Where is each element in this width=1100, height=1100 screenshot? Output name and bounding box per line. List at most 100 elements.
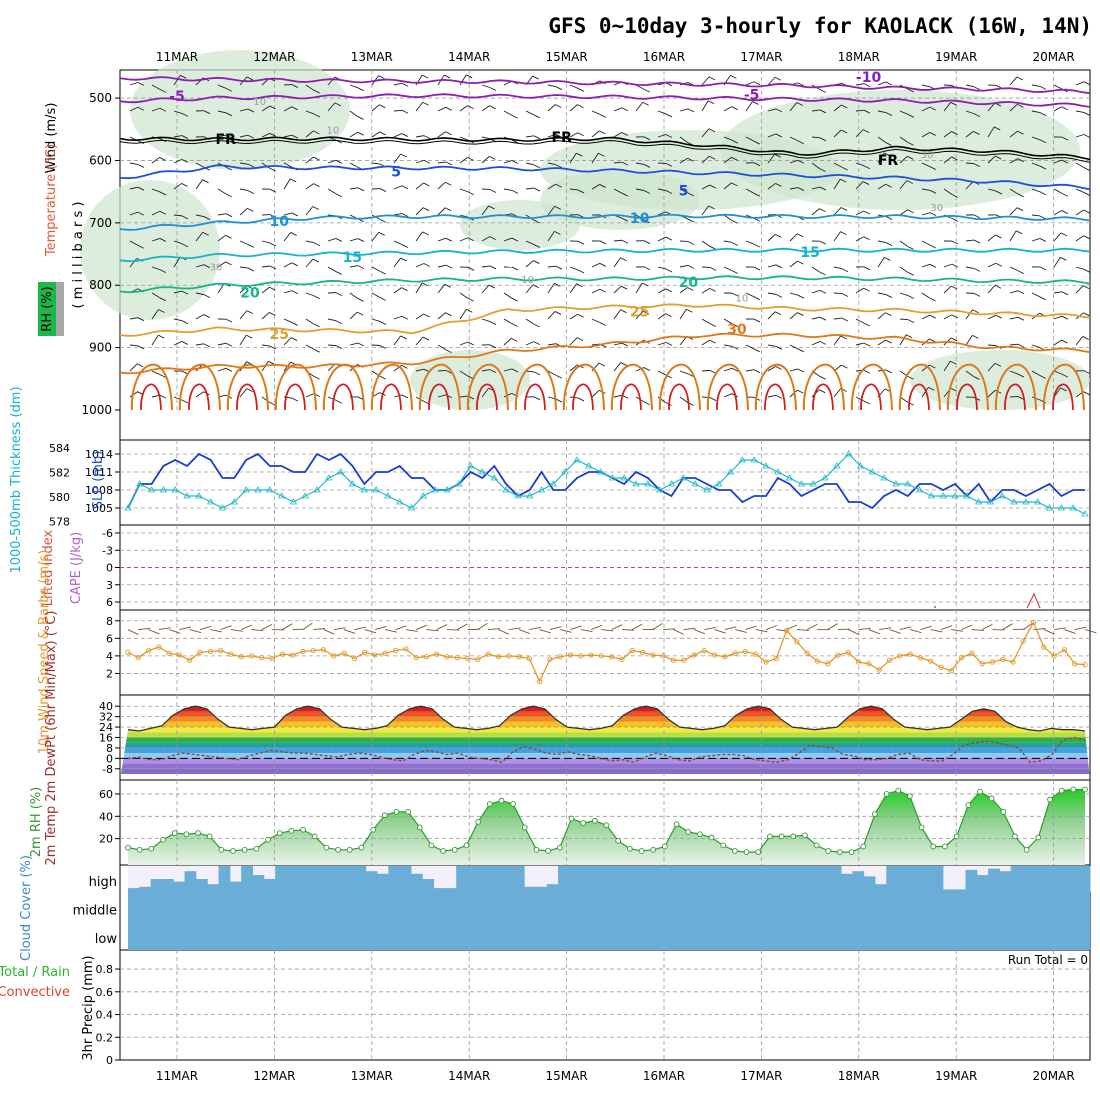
wind-speed-point bbox=[567, 652, 574, 658]
wind10m-barb bbox=[333, 627, 346, 631]
wind-barb bbox=[1009, 207, 1018, 216]
rh-point bbox=[381, 812, 388, 819]
wind-speed-point bbox=[434, 651, 440, 657]
wind-barb-flag bbox=[379, 270, 386, 275]
wind-barb bbox=[591, 288, 600, 294]
wind10m-barb bbox=[457, 623, 468, 630]
wind-barb-flag bbox=[950, 387, 957, 392]
wind-barb bbox=[1053, 315, 1063, 320]
temp-line bbox=[127, 705, 1086, 732]
wind-barb bbox=[811, 208, 820, 216]
wind10m-barb bbox=[889, 629, 901, 634]
slp-tick-label: 1011 bbox=[85, 466, 113, 479]
wind-barb bbox=[855, 236, 864, 242]
wind-speed-point bbox=[362, 649, 368, 656]
wind-barb-flag bbox=[489, 105, 496, 110]
wind-barb-flag bbox=[599, 130, 606, 135]
wind-barb-flag bbox=[973, 163, 981, 168]
contour-line bbox=[119, 76, 1091, 95]
wind-barb bbox=[833, 207, 842, 216]
thickness-point bbox=[206, 498, 215, 505]
rh-point bbox=[837, 849, 843, 855]
rh-point bbox=[743, 849, 750, 855]
wind-barb bbox=[811, 316, 821, 320]
warm-contour bbox=[898, 363, 941, 411]
wind-barb-flag bbox=[291, 106, 298, 111]
wind-barb-flag bbox=[577, 240, 585, 245]
thickness-point bbox=[762, 462, 770, 469]
rh-blob bbox=[80, 180, 220, 320]
precip-legend-convective: Convective bbox=[0, 985, 70, 1000]
wind-tick-label: 4 bbox=[106, 650, 113, 663]
wind-barb-flag bbox=[796, 102, 803, 106]
wind-speed-point bbox=[475, 656, 481, 663]
wind-barb-flag bbox=[400, 257, 407, 262]
thickness-tick-label: 578 bbox=[49, 516, 70, 529]
rh-point bbox=[276, 830, 283, 836]
wind10m-barb bbox=[735, 629, 747, 633]
wind-barb bbox=[1053, 257, 1061, 268]
wind-barb bbox=[547, 283, 555, 294]
wind-barb-flag bbox=[554, 311, 562, 315]
wind-barb-flag bbox=[863, 266, 871, 271]
cloud-high-bar bbox=[920, 866, 933, 892]
wind-barb bbox=[437, 237, 447, 242]
wind-barb bbox=[1031, 370, 1040, 376]
wind-barb bbox=[173, 240, 183, 245]
wind-barb bbox=[855, 318, 864, 324]
rh-point bbox=[918, 824, 925, 831]
thickness-point bbox=[620, 474, 628, 481]
wind-barb-flag bbox=[709, 397, 717, 401]
wind-barb bbox=[239, 334, 247, 346]
wind-barb-flag bbox=[863, 210, 870, 215]
wind-barb bbox=[327, 188, 336, 195]
wind10m-barb bbox=[148, 629, 160, 635]
wind-barb bbox=[459, 370, 468, 377]
wind-tick-label: 2 bbox=[106, 667, 113, 680]
wind-speed-point bbox=[557, 654, 563, 660]
wind-barb bbox=[1031, 344, 1041, 349]
wind-barb-flag bbox=[1039, 238, 1047, 242]
thickness-slp-lines bbox=[124, 450, 1089, 517]
cloud-high-bar bbox=[671, 866, 684, 892]
wind-barb-flag bbox=[379, 345, 387, 349]
wind-barb bbox=[525, 260, 534, 268]
wind-barb-flag bbox=[1083, 391, 1090, 396]
precip-tick-label: 0.4 bbox=[96, 1009, 114, 1022]
wind-barb-flag bbox=[819, 109, 827, 114]
hot-contour bbox=[140, 383, 162, 411]
rh-point bbox=[451, 846, 458, 853]
cloud-high-bar bbox=[773, 866, 785, 892]
wind10m-barb bbox=[230, 629, 243, 632]
wind-barb-flag bbox=[334, 102, 342, 107]
rh-point bbox=[136, 846, 143, 853]
thickness-point bbox=[833, 462, 841, 469]
wind-barb-flag bbox=[862, 129, 870, 134]
wind-barb bbox=[261, 132, 270, 138]
wind10m-barb bbox=[251, 629, 264, 632]
wind-speed-point bbox=[907, 651, 913, 657]
hot-contour bbox=[236, 383, 258, 411]
thickness-point bbox=[655, 486, 664, 493]
wind-barb bbox=[437, 394, 447, 398]
contour-label: FR bbox=[216, 132, 237, 148]
contour-label: 20 bbox=[679, 275, 699, 291]
wind10m-barb bbox=[693, 629, 706, 635]
cloud-high-bar bbox=[275, 866, 287, 892]
wind-barb bbox=[393, 109, 403, 112]
wind-speed-point bbox=[948, 668, 954, 674]
rh-point bbox=[930, 843, 937, 850]
wind-barb bbox=[1075, 134, 1085, 138]
thickness-point bbox=[136, 480, 144, 487]
rh-contour-label: 30 bbox=[921, 150, 934, 161]
warm-contour bbox=[658, 363, 701, 411]
rh-point bbox=[125, 844, 131, 851]
rh-point bbox=[755, 849, 762, 855]
wind-speed-point bbox=[228, 651, 234, 657]
rh-point bbox=[265, 836, 271, 843]
cloud-high-bar bbox=[388, 866, 401, 892]
wind-barb bbox=[481, 105, 490, 112]
wind-speed-point bbox=[794, 639, 800, 645]
wind-barb-flag bbox=[753, 243, 761, 248]
